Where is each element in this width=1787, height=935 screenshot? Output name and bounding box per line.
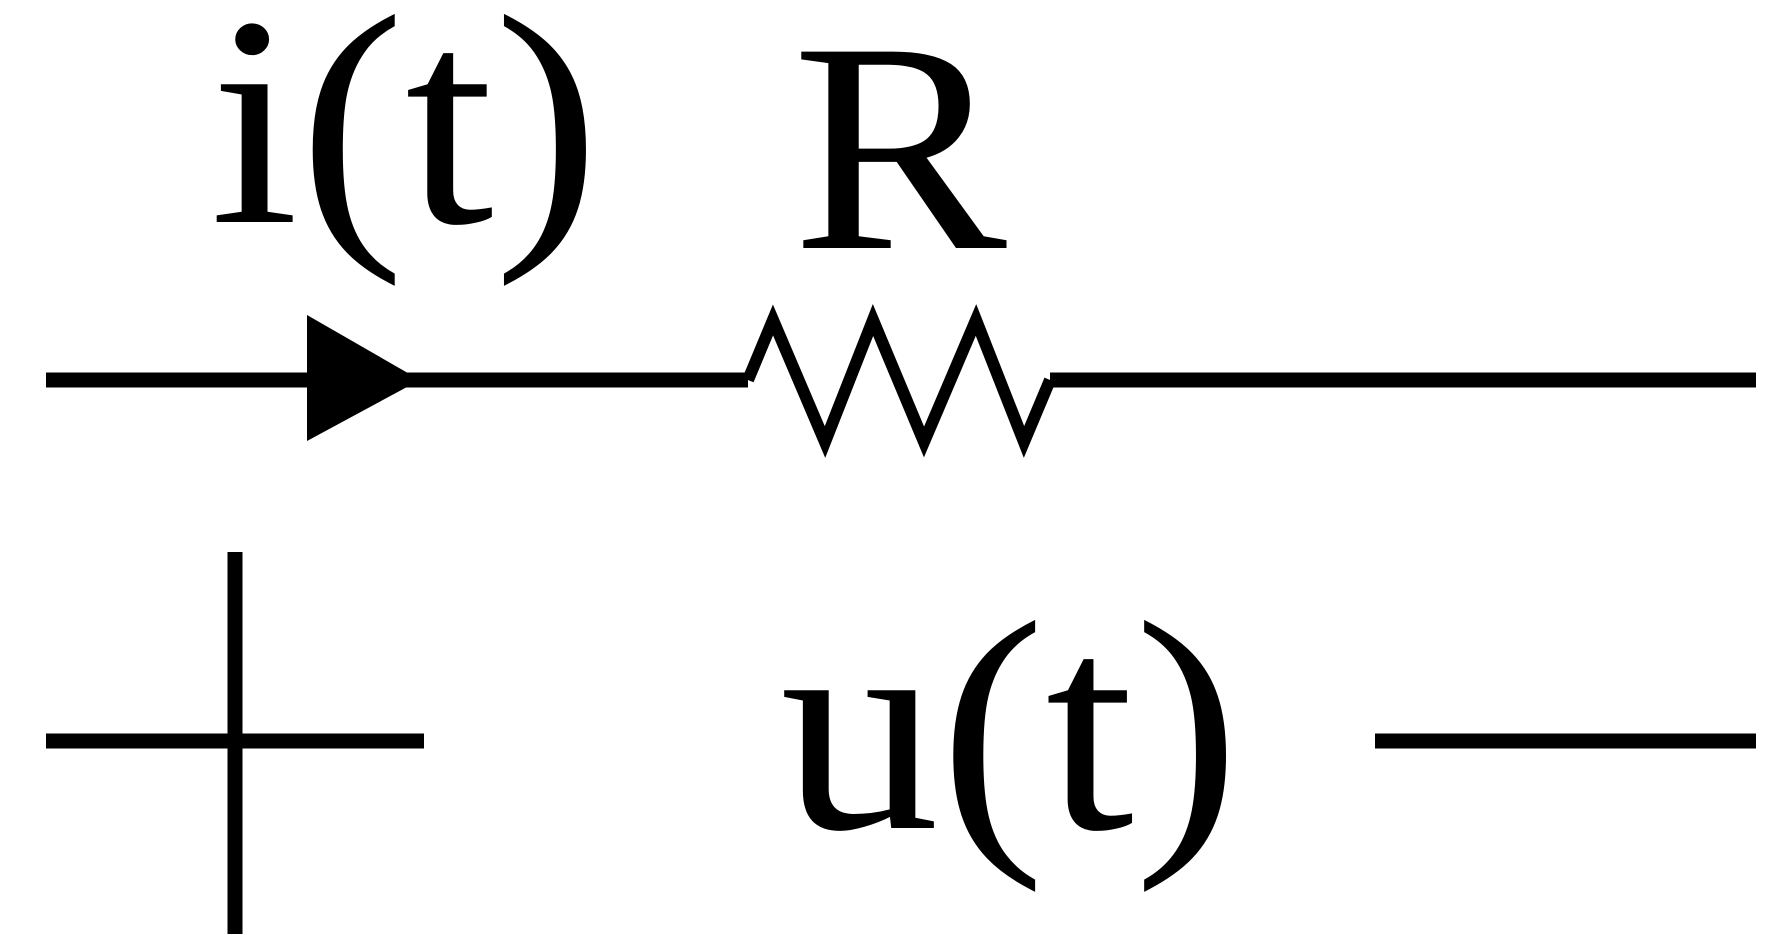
current-label: i(t) bbox=[210, 0, 600, 288]
resistor-zigzag bbox=[742, 304, 1056, 458]
current-arrow-icon bbox=[307, 315, 420, 441]
voltage-label: u(t) bbox=[780, 561, 1240, 894]
plus-sign-icon bbox=[46, 552, 424, 934]
resistor-label: R bbox=[792, 0, 1009, 313]
